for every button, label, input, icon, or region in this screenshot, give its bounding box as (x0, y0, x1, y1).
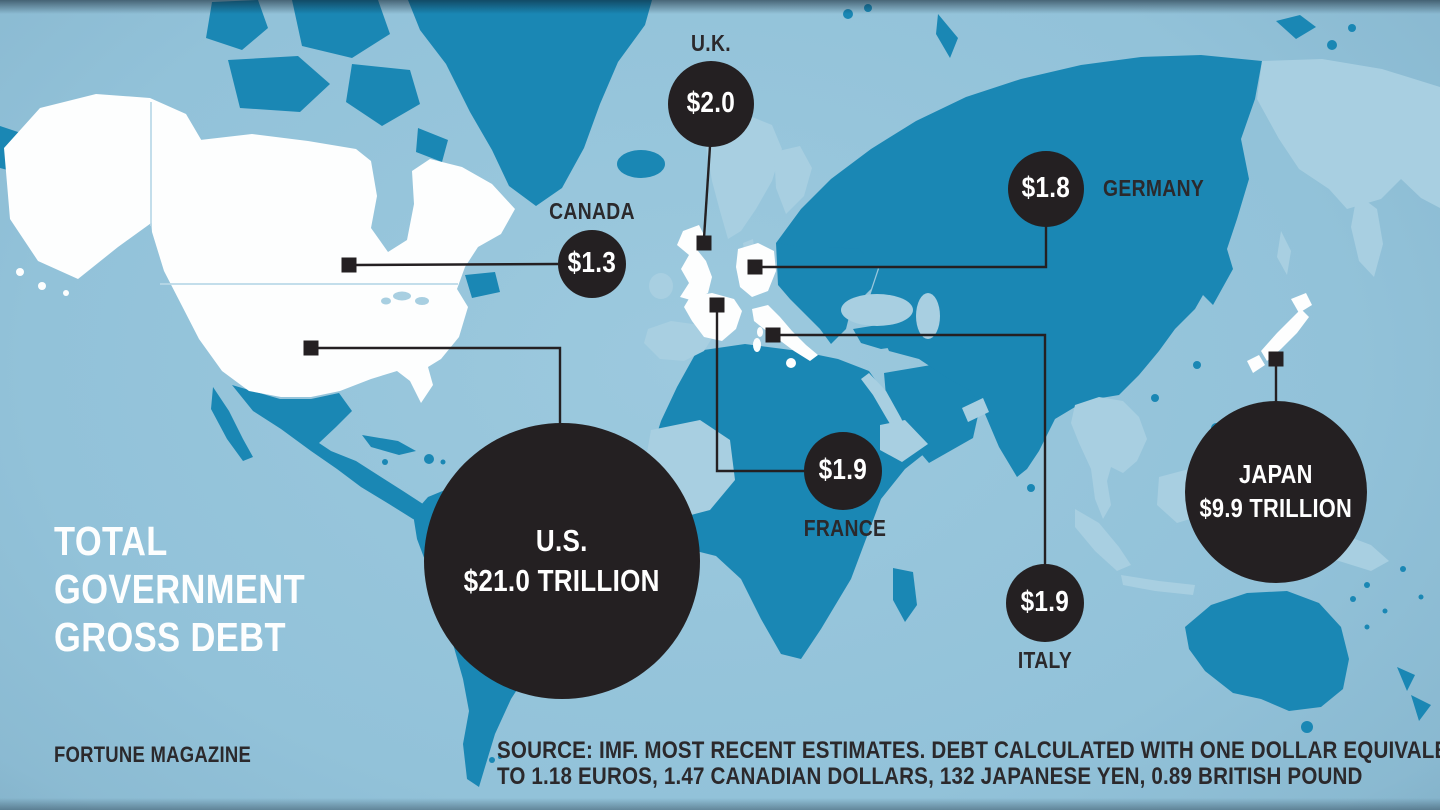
title-line-2: GOVERNMENT (54, 566, 306, 612)
country-label-germany: GERMANY (1103, 175, 1205, 201)
source-line-2: TO 1.18 EUROS, 1.47 CANADIAN DOLLARS, 13… (497, 763, 1363, 790)
bubble-value-label-uk: $2.0 (686, 87, 736, 120)
title-line-3: GROSS DEBT (54, 614, 286, 660)
country-label-uk: U.K. (690, 30, 731, 56)
bubble-value-label-canada: $1.3 (567, 247, 617, 280)
country-label-france: FRANCE (803, 515, 887, 541)
debt-bubble-us: U.S. $21.0 TRILLION (424, 423, 700, 699)
debt-bubble-uk: $2.0 (668, 61, 754, 147)
country-label-canada: CANADA (549, 198, 635, 224)
bubble-value-label-us: $21.0 TRILLION (464, 563, 660, 598)
debt-bubble-italy: $1.9 (1006, 564, 1084, 642)
source-line-1: SOURCE: IMF. MOST RECENT ESTIMATES. DEBT… (497, 737, 1440, 764)
title-line-1: TOTAL (54, 518, 168, 564)
debt-bubble-canada: $1.3 (558, 230, 626, 298)
debt-bubble-japan: JAPAN $9.9 TRILLION (1185, 401, 1367, 583)
bubble-value-label-japan: $9.9 TRILLION (1199, 493, 1353, 523)
attribution: FORTUNE MAGAZINE (54, 742, 252, 767)
bubble-value-label-france: $1.9 (818, 454, 868, 487)
debt-bubble-france: $1.9 (804, 432, 882, 510)
debt-bubble-germany: $1.8 (1008, 151, 1084, 227)
bubble-value-label-italy: $1.9 (1020, 586, 1070, 619)
bubble-country-label-japan: JAPAN (1239, 459, 1313, 490)
bubble-value-label-germany: $1.8 (1021, 172, 1071, 205)
chart-title: TOTAL GOVERNMENT GROSS DEBT (54, 517, 354, 661)
source-note: SOURCE: IMF. MOST RECENT ESTIMATES. DEBT… (497, 738, 1440, 790)
country-label-italy: ITALY (1017, 647, 1073, 673)
bubble-country-label-us: U.S. (536, 522, 588, 558)
